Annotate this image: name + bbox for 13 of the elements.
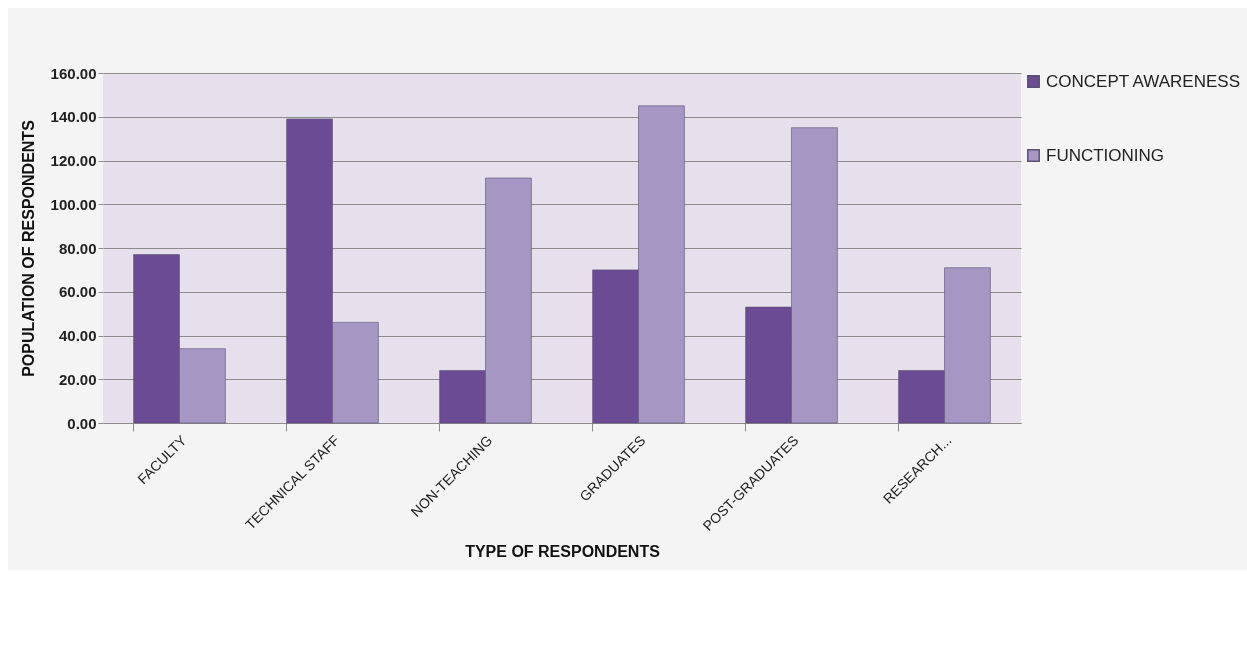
y-tick-label: 160.00 — [50, 64, 97, 82]
y-tick-label: 80.00 — [58, 239, 97, 257]
y-tick-label: 0.00 — [67, 414, 97, 432]
legend-label: FUNCTIONING — [1046, 145, 1165, 165]
y-tick-label: 140.00 — [50, 108, 97, 126]
y-tick-label: 20.00 — [58, 370, 97, 388]
y-axis-title: POPULATION OF RESPONDENTS — [19, 119, 37, 377]
y-tick-label: 60.00 — [58, 283, 97, 301]
x-axis-title: TYPE OF RESPONDENTS — [465, 542, 661, 560]
y-tick-label: 100.00 — [50, 195, 97, 213]
legend-label: CONCEPT AWARENESS — [1046, 71, 1240, 91]
y-tick-label: 40.00 — [58, 327, 97, 344]
y-tick-label: 120.00 — [50, 152, 97, 169]
